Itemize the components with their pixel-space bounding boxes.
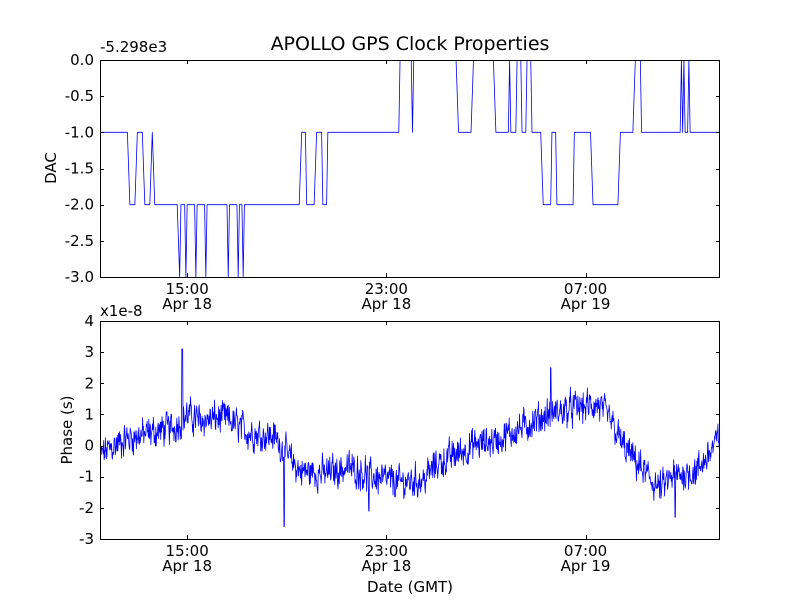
bottom-ytick-label: 1	[84, 405, 94, 423]
top-xtick-date-label: Apr 19	[561, 295, 611, 313]
top-ytick-label: -1.0	[65, 123, 94, 141]
top-ytick-label: 0.0	[70, 51, 94, 69]
bottom-y-axis-label: Phase (s)	[58, 395, 76, 464]
bottom-ytick-label: -2	[79, 499, 94, 517]
top-xtick-time-label: 07:00	[564, 280, 607, 298]
phase-series-line	[100, 348, 720, 527]
bottom-xtick-date-label: Apr 18	[361, 557, 411, 575]
top-ytick-label: -2.5	[65, 232, 94, 250]
top-xtick-date-label: Apr 18	[361, 295, 411, 313]
top-xtick-time-label: 23:00	[365, 280, 408, 298]
top-ytick-label: -3.0	[65, 268, 94, 286]
bottom-ytick-label: 0	[84, 437, 94, 455]
bottom-xtick-time-label: 07:00	[564, 542, 607, 560]
bottom-ytick-label: -3	[79, 530, 94, 548]
top-xtick-time-label: 15:00	[166, 280, 209, 298]
bottom-xtick-time-label: 15:00	[166, 542, 209, 560]
top-ytick-label: -2.0	[65, 196, 94, 214]
top-ytick-label: -1.5	[65, 160, 94, 178]
top-ytick-label: -0.5	[65, 87, 94, 105]
bottom-ytick-label: 4	[84, 312, 94, 330]
chart-title: APOLLO GPS Clock Properties	[271, 33, 550, 55]
top-y-axis-label: DAC	[42, 152, 60, 184]
bottom-ytick-label: 2	[84, 374, 94, 392]
top-offset-label: -5.298e3	[100, 38, 167, 56]
bottom-plot-area	[100, 348, 720, 527]
top-xtick-date-label: Apr 18	[162, 295, 212, 313]
top-chart: APOLLO GPS Clock Properties -5.298e3 DAC…	[42, 33, 720, 313]
bottom-xtick-time-label: 23:00	[365, 542, 408, 560]
dac-series-line	[100, 60, 720, 277]
bottom-ytick-label: -1	[79, 468, 94, 486]
bottom-offset-label: x1e-8	[100, 302, 143, 320]
bottom-ytick-label: 3	[84, 343, 94, 361]
top-plot-area	[100, 60, 720, 277]
bottom-xtick-date-label: Apr 18	[162, 557, 212, 575]
bottom-x-axis-label: Date (GMT)	[367, 578, 453, 596]
bottom-axes-frame	[100, 321, 720, 540]
bottom-xtick-date-label: Apr 19	[561, 557, 611, 575]
